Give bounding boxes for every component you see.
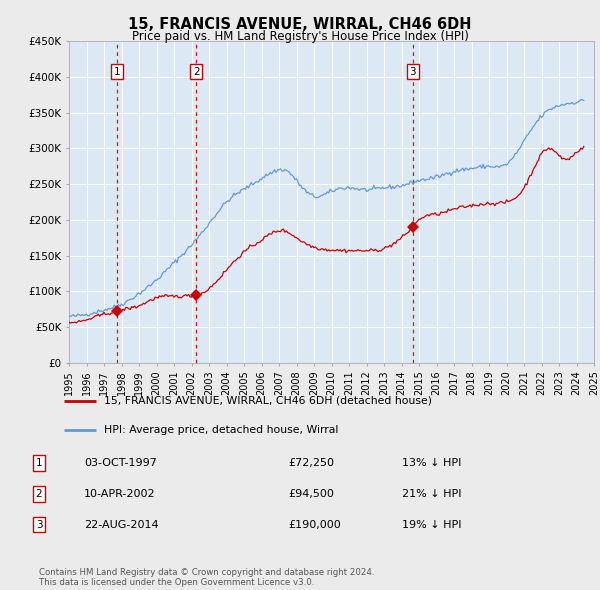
Text: Price paid vs. HM Land Registry's House Price Index (HPI): Price paid vs. HM Land Registry's House … xyxy=(131,30,469,43)
Text: 03-OCT-1997: 03-OCT-1997 xyxy=(84,458,157,468)
Text: 1: 1 xyxy=(35,458,43,468)
Text: 22-AUG-2014: 22-AUG-2014 xyxy=(84,520,158,529)
Text: £72,250: £72,250 xyxy=(288,458,334,468)
Text: 2: 2 xyxy=(35,489,43,499)
Text: 13% ↓ HPI: 13% ↓ HPI xyxy=(402,458,461,468)
Text: 15, FRANCIS AVENUE, WIRRAL, CH46 6DH: 15, FRANCIS AVENUE, WIRRAL, CH46 6DH xyxy=(128,17,472,32)
Text: Contains HM Land Registry data © Crown copyright and database right 2024.
This d: Contains HM Land Registry data © Crown c… xyxy=(39,568,374,587)
Text: 2: 2 xyxy=(193,67,200,77)
Text: 15, FRANCIS AVENUE, WIRRAL, CH46 6DH (detached house): 15, FRANCIS AVENUE, WIRRAL, CH46 6DH (de… xyxy=(104,396,432,406)
Text: £190,000: £190,000 xyxy=(288,520,341,529)
Text: HPI: Average price, detached house, Wirral: HPI: Average price, detached house, Wirr… xyxy=(104,425,338,435)
Text: £94,500: £94,500 xyxy=(288,489,334,499)
Text: 21% ↓ HPI: 21% ↓ HPI xyxy=(402,489,461,499)
Text: 3: 3 xyxy=(35,520,43,529)
Text: 3: 3 xyxy=(409,67,416,77)
Text: 1: 1 xyxy=(114,67,121,77)
Text: 19% ↓ HPI: 19% ↓ HPI xyxy=(402,520,461,529)
Text: 10-APR-2002: 10-APR-2002 xyxy=(84,489,155,499)
